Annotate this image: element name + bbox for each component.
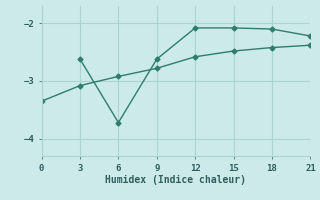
X-axis label: Humidex (Indice chaleur): Humidex (Indice chaleur): [106, 175, 246, 185]
